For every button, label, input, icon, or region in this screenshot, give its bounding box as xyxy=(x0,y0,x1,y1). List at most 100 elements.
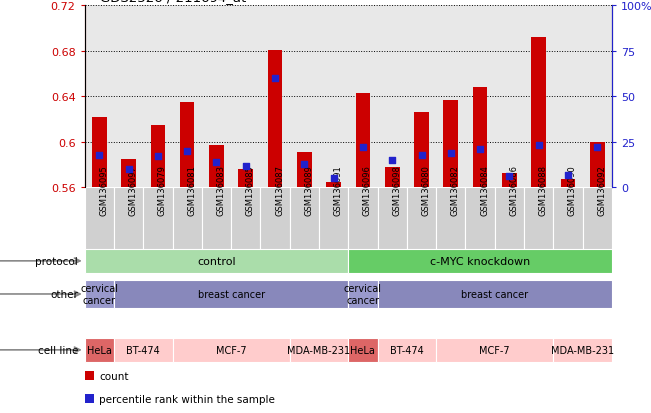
Text: MCF-7: MCF-7 xyxy=(479,345,510,355)
Bar xyxy=(473,88,488,188)
Text: control: control xyxy=(197,256,236,266)
Point xyxy=(592,145,602,151)
Bar xyxy=(355,94,370,188)
Bar xyxy=(85,280,114,308)
Text: cervical
cancer: cervical cancer xyxy=(344,283,382,305)
Bar xyxy=(407,188,436,252)
Bar xyxy=(436,338,553,362)
Text: GSM136079: GSM136079 xyxy=(158,164,167,215)
Bar xyxy=(348,338,378,362)
Point xyxy=(416,152,426,159)
Bar xyxy=(114,280,348,308)
Text: HeLa: HeLa xyxy=(350,345,376,355)
Bar xyxy=(290,188,319,252)
Text: BT-474: BT-474 xyxy=(126,345,160,355)
Text: GSM136089: GSM136089 xyxy=(304,164,313,215)
Text: BT-474: BT-474 xyxy=(390,345,424,355)
Bar xyxy=(173,188,202,252)
Text: MCF-7: MCF-7 xyxy=(215,345,247,355)
Text: cell line: cell line xyxy=(38,345,78,355)
Point xyxy=(328,176,339,182)
Text: GDS2526 / 211694_at: GDS2526 / 211694_at xyxy=(100,0,247,4)
Text: cervical
cancer: cervical cancer xyxy=(80,283,118,305)
Text: protocol: protocol xyxy=(35,256,78,266)
Bar xyxy=(297,153,312,188)
Bar xyxy=(319,188,348,252)
Point xyxy=(94,152,104,159)
Point xyxy=(533,143,544,150)
Bar xyxy=(290,338,348,362)
Point xyxy=(387,157,397,164)
Point xyxy=(152,154,163,160)
Bar xyxy=(561,180,575,188)
Bar xyxy=(348,188,378,252)
Point xyxy=(504,174,514,180)
Text: MDA-MB-231: MDA-MB-231 xyxy=(551,345,614,355)
Bar xyxy=(85,249,348,273)
Bar xyxy=(85,188,114,252)
Point xyxy=(299,161,310,168)
Text: GSM136091: GSM136091 xyxy=(333,164,342,215)
Text: breast cancer: breast cancer xyxy=(197,289,265,299)
Bar xyxy=(260,188,290,252)
Point xyxy=(182,148,193,155)
Bar xyxy=(173,338,290,362)
Bar xyxy=(524,188,553,252)
Bar xyxy=(502,173,517,188)
Point xyxy=(475,147,485,153)
Point xyxy=(123,166,134,173)
Text: GSM136081: GSM136081 xyxy=(187,164,196,215)
Text: GSM136085: GSM136085 xyxy=(245,164,255,215)
Bar xyxy=(443,100,458,188)
Text: GSM136095: GSM136095 xyxy=(99,164,108,215)
Bar xyxy=(553,338,612,362)
Text: percentile rank within the sample: percentile rank within the sample xyxy=(99,394,275,404)
Bar xyxy=(348,249,612,273)
Text: breast cancer: breast cancer xyxy=(461,289,529,299)
Bar xyxy=(436,188,465,252)
Bar xyxy=(268,50,283,188)
Bar xyxy=(114,188,143,252)
Point xyxy=(562,172,573,178)
Point xyxy=(358,145,368,151)
Bar xyxy=(378,338,436,362)
Text: HeLa: HeLa xyxy=(87,345,112,355)
Bar xyxy=(326,182,341,188)
Bar xyxy=(143,188,173,252)
Bar xyxy=(348,280,378,308)
Text: GSM136080: GSM136080 xyxy=(421,164,430,215)
Text: MDA-MB-231: MDA-MB-231 xyxy=(288,345,350,355)
Bar xyxy=(378,280,612,308)
Text: GSM136088: GSM136088 xyxy=(538,164,547,215)
Bar xyxy=(385,168,400,188)
Text: count: count xyxy=(99,371,128,381)
Bar xyxy=(238,170,253,188)
Bar xyxy=(114,338,173,362)
Bar xyxy=(583,188,612,252)
Bar xyxy=(553,188,583,252)
Text: GSM136082: GSM136082 xyxy=(450,164,460,215)
Text: GSM136090: GSM136090 xyxy=(568,164,577,215)
Bar xyxy=(231,188,260,252)
Text: GSM136084: GSM136084 xyxy=(480,164,489,215)
Bar xyxy=(495,188,524,252)
Bar xyxy=(150,126,165,188)
Bar xyxy=(121,159,136,188)
Bar xyxy=(202,188,231,252)
Bar xyxy=(378,188,407,252)
Bar xyxy=(92,117,107,188)
Bar xyxy=(414,113,429,188)
Text: GSM136083: GSM136083 xyxy=(216,164,225,215)
Bar xyxy=(465,188,495,252)
Text: GSM136098: GSM136098 xyxy=(392,164,401,215)
Point xyxy=(211,159,221,166)
Bar xyxy=(180,103,195,188)
Bar xyxy=(209,146,224,188)
Text: GSM136092: GSM136092 xyxy=(597,164,606,215)
Point xyxy=(240,163,251,169)
Point xyxy=(270,76,281,82)
Point xyxy=(445,150,456,157)
Bar xyxy=(531,38,546,188)
Text: c-MYC knockdown: c-MYC knockdown xyxy=(430,256,530,266)
Bar xyxy=(590,142,605,188)
